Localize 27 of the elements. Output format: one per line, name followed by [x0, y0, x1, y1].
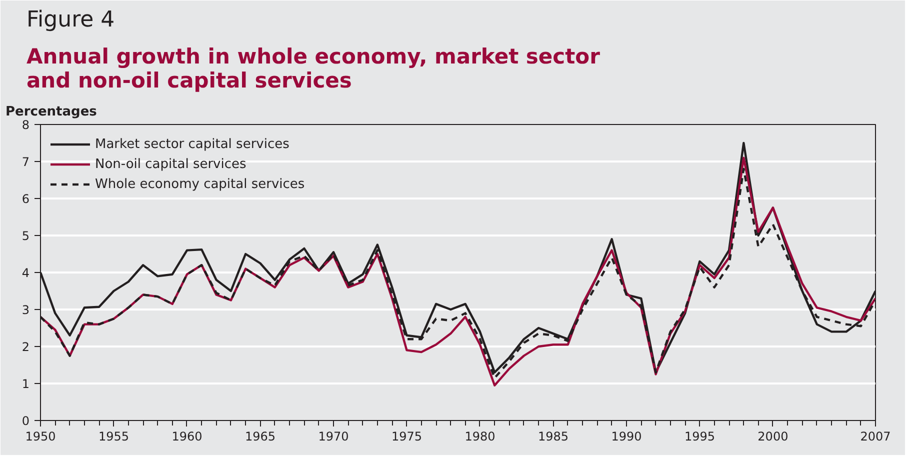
- y-tick-label: 3: [22, 303, 30, 317]
- x-tick-label: 1970: [318, 430, 349, 444]
- y-tick-label: 0: [22, 414, 30, 428]
- x-tick-label: 1990: [611, 430, 642, 444]
- y-axis-title: Percentages: [6, 104, 98, 120]
- chart-title: Figure 4: [26, 8, 115, 32]
- y-tick-label: 2: [22, 340, 30, 354]
- x-tick-label: 1960: [172, 430, 202, 444]
- x-tick-label: 1955: [98, 430, 130, 444]
- x-tick-label: 2007: [860, 430, 891, 444]
- x-tick-label: 2000: [758, 430, 788, 444]
- x-tick-label: 1950: [25, 430, 56, 444]
- x-tick-label: 1975: [391, 430, 422, 444]
- x-tick-label: 1965: [244, 430, 276, 444]
- y-tick-label: 4: [22, 266, 30, 280]
- legend-label: Whole economy capital services: [95, 176, 305, 192]
- y-tick-label: 1: [22, 377, 30, 391]
- legend-label: Market sector capital services: [95, 136, 290, 152]
- y-tick-label: 7: [22, 155, 30, 169]
- y-tick-label: 8: [22, 118, 30, 132]
- chart-subtitle: Annual growth in whole economy, market sector and non-oil capital services: [26, 44, 601, 92]
- y-tick-label: 6: [22, 192, 30, 206]
- x-tick-label: 1980: [464, 430, 496, 444]
- legend-label: Non-oil capital services: [95, 156, 246, 172]
- y-tick-label: 5: [22, 229, 30, 243]
- x-tick-label: 1985: [538, 430, 568, 444]
- x-tick-label: 1995: [684, 430, 715, 444]
